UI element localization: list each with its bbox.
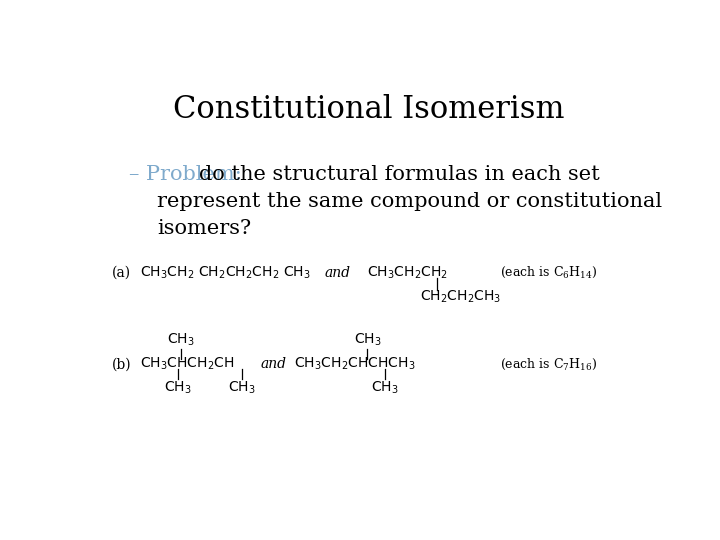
Text: $\mathregular{CH_3CH_2\ CH_2CH_2CH_2\ CH_3}$: $\mathregular{CH_3CH_2\ CH_2CH_2CH_2\ CH… bbox=[140, 265, 311, 281]
Text: represent the same compound or constitutional: represent the same compound or constitut… bbox=[157, 192, 662, 211]
Text: Constitutional Isomerism: Constitutional Isomerism bbox=[174, 94, 564, 125]
Text: $\mathregular{CH_2CH_2CH_3}$: $\mathregular{CH_2CH_2CH_3}$ bbox=[420, 288, 502, 305]
Text: (a): (a) bbox=[112, 266, 132, 280]
Text: $\mathregular{CH_3CHCH_2CH}$: $\mathregular{CH_3CHCH_2CH}$ bbox=[140, 356, 235, 373]
Text: $\mathregular{CH_3}$: $\mathregular{CH_3}$ bbox=[167, 332, 195, 348]
Text: $\mathregular{CH_3}$: $\mathregular{CH_3}$ bbox=[164, 380, 192, 396]
Text: – Problem:: – Problem: bbox=[129, 165, 242, 184]
Text: isomers?: isomers? bbox=[157, 219, 251, 238]
Text: and: and bbox=[260, 357, 286, 371]
Text: $\mathregular{CH_3CH_2CH_2}$: $\mathregular{CH_3CH_2CH_2}$ bbox=[367, 265, 449, 281]
Text: (each is $\mathregular{C_7H_{16}}$): (each is $\mathregular{C_7H_{16}}$) bbox=[500, 356, 598, 372]
Text: $\mathregular{CH_3}$: $\mathregular{CH_3}$ bbox=[354, 332, 381, 348]
Text: do the structural formulas in each set: do the structural formulas in each set bbox=[199, 165, 600, 184]
Text: (b): (b) bbox=[112, 357, 132, 371]
Text: $\mathregular{CH_3}$: $\mathregular{CH_3}$ bbox=[371, 380, 398, 396]
Text: $\mathregular{CH_3}$: $\mathregular{CH_3}$ bbox=[228, 380, 256, 396]
Text: $\mathregular{CH_3CH_2CHCHCH_3}$: $\mathregular{CH_3CH_2CHCHCH_3}$ bbox=[294, 356, 415, 373]
Text: (each is $\mathregular{C_6H_{14}}$): (each is $\mathregular{C_6H_{14}}$) bbox=[500, 265, 598, 280]
Text: and: and bbox=[324, 266, 351, 280]
